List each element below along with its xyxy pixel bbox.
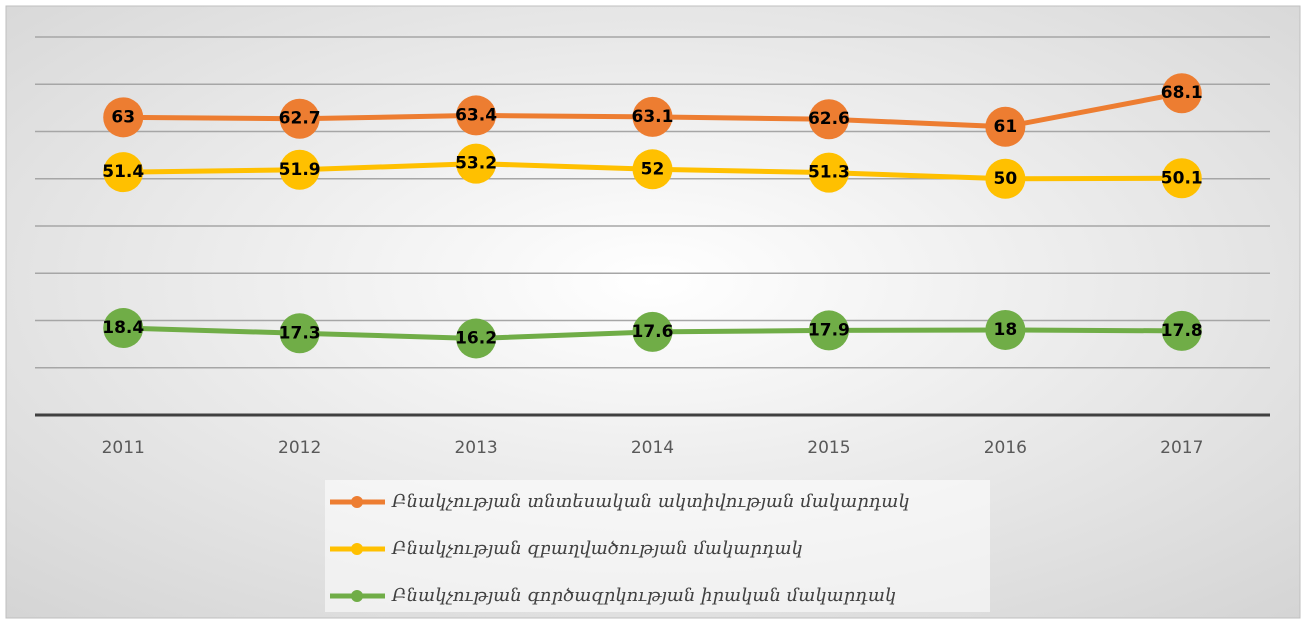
- data-point: [985, 309, 1026, 350]
- data-point: [632, 149, 673, 190]
- legend-label: Բնակչության տնտեսական ակտիվության մակարդ…: [391, 491, 910, 512]
- data-label: 52: [641, 159, 665, 179]
- data-label: 62.7: [279, 109, 321, 129]
- data-point: [632, 96, 673, 137]
- x-tick-label: 2017: [1160, 438, 1203, 458]
- x-tick-label: 2015: [807, 438, 850, 458]
- data-label: 50: [994, 169, 1018, 189]
- data-point: [103, 97, 144, 138]
- data-label: 63: [111, 107, 135, 127]
- data-point: [808, 99, 849, 140]
- data-point: [808, 310, 849, 351]
- legend-label: Բնակչության զբաղվածության մակարդակ: [391, 538, 803, 559]
- data-label: 53.2: [455, 154, 497, 174]
- data-label: 50.1: [1161, 168, 1203, 188]
- data-label: 62.6: [808, 109, 850, 129]
- data-point: [103, 152, 144, 193]
- data-label: 51.3: [808, 163, 850, 183]
- x-tick-label: 2014: [631, 438, 674, 458]
- x-tick-label: 2013: [454, 438, 497, 458]
- data-point: [985, 158, 1026, 199]
- data-point: [279, 313, 320, 354]
- data-point: [456, 318, 497, 359]
- data-point: [985, 106, 1026, 147]
- x-tick-label: 2011: [102, 438, 145, 458]
- legend-label: Բնակչության գործազրկության իրական մակարդ…: [391, 585, 896, 606]
- legend-box: [325, 480, 990, 612]
- data-label: 68.1: [1161, 83, 1203, 103]
- x-tick-label: 2012: [278, 438, 321, 458]
- data-point: [1161, 158, 1202, 199]
- data-label: 51.4: [102, 162, 144, 182]
- data-point: [808, 152, 849, 193]
- data-label: 63.4: [455, 105, 497, 125]
- data-label: 17.3: [279, 323, 321, 343]
- legend-marker: [351, 590, 363, 602]
- legend-marker: [351, 543, 363, 555]
- data-label: 61: [994, 117, 1018, 137]
- data-label: 63.1: [632, 107, 674, 127]
- data-point: [456, 95, 497, 136]
- data-label: 18.4: [102, 318, 144, 338]
- data-point: [103, 308, 144, 349]
- data-point: [456, 143, 497, 184]
- data-point: [632, 311, 673, 352]
- data-point: [279, 98, 320, 139]
- data-label: 17.6: [632, 322, 674, 342]
- x-tick-label: 2016: [984, 438, 1027, 458]
- data-label: 18: [994, 320, 1018, 340]
- data-label: 17.8: [1161, 321, 1203, 341]
- data-point: [1161, 310, 1202, 351]
- data-point: [1161, 73, 1202, 114]
- data-label: 16.2: [455, 328, 497, 348]
- data-label: 51.9: [279, 160, 321, 180]
- data-label: 17.9: [808, 320, 850, 340]
- legend-marker: [351, 496, 363, 508]
- data-point: [279, 149, 320, 190]
